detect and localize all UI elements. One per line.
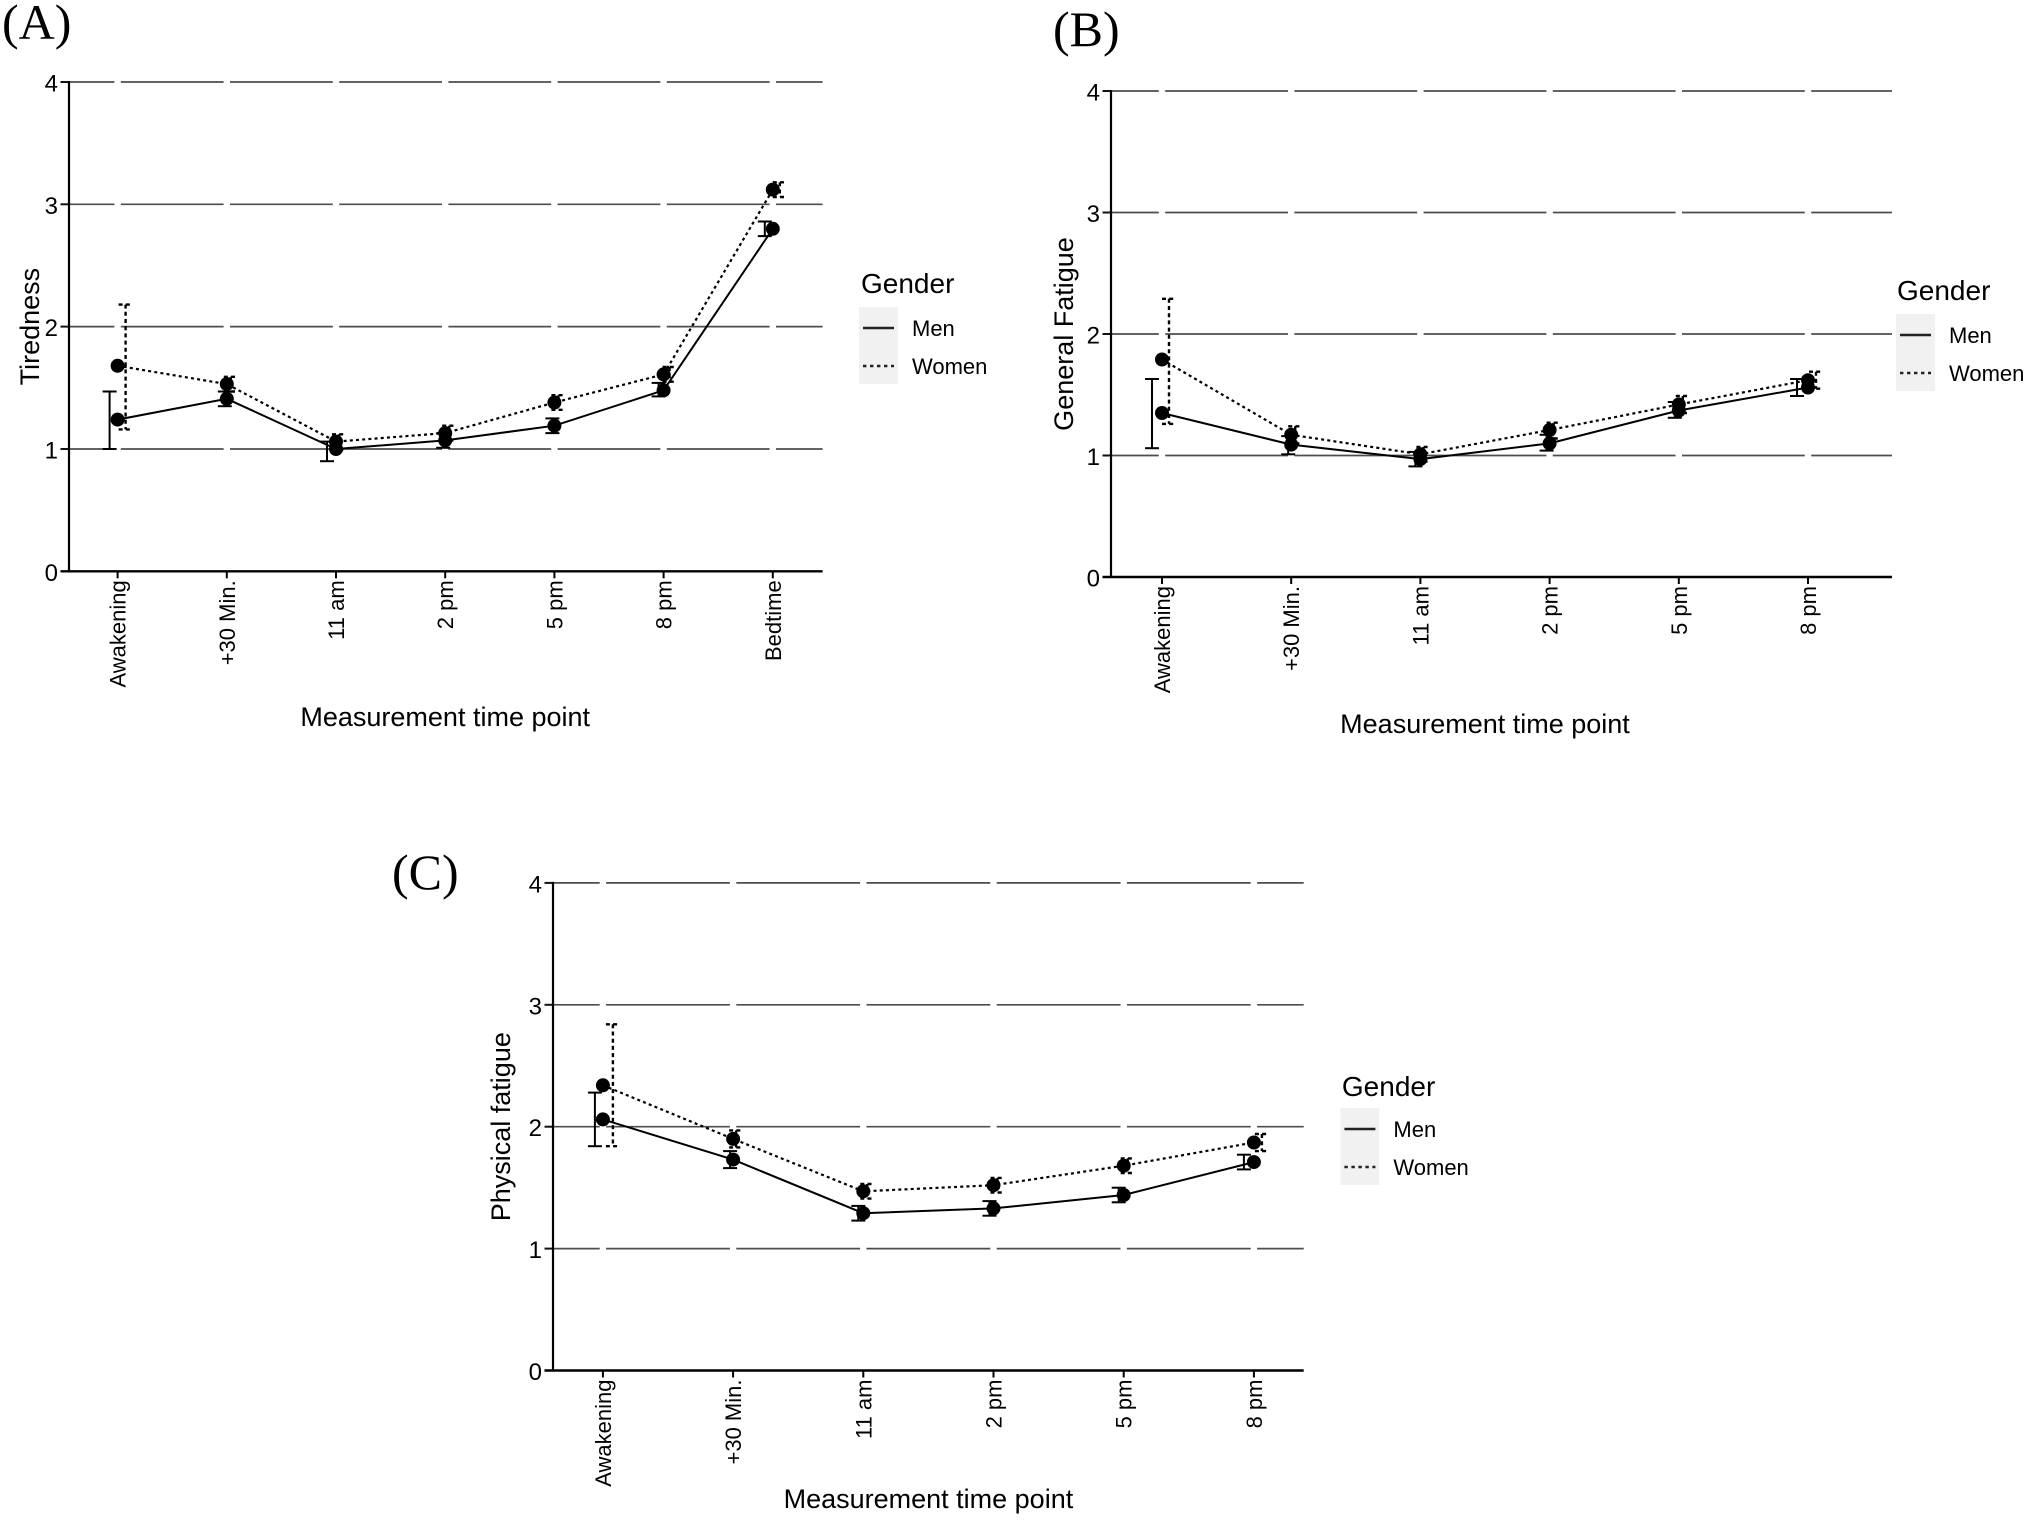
svg-text:Women: Women [912, 354, 987, 379]
svg-text:+30 Min.: +30 Min. [215, 580, 240, 665]
svg-text:1: 1 [529, 1237, 542, 1264]
svg-text:2: 2 [45, 315, 58, 342]
svg-text:Tiredness: Tiredness [15, 268, 45, 386]
svg-text:3: 3 [1087, 201, 1100, 228]
svg-text:8 pm: 8 pm [652, 580, 677, 629]
svg-text:0: 0 [45, 560, 58, 587]
svg-text:Gender: Gender [1342, 1071, 1435, 1102]
svg-text:(B): (B) [1053, 1, 1120, 57]
svg-text:Measurement time point: Measurement time point [784, 1484, 1074, 1514]
svg-text:Bedtime: Bedtime [761, 580, 786, 661]
svg-text:2 pm: 2 pm [1538, 586, 1563, 635]
svg-text:(A): (A) [2, 0, 71, 50]
svg-text:2 pm: 2 pm [982, 1380, 1007, 1429]
svg-text:3: 3 [45, 193, 58, 220]
svg-text:8 pm: 8 pm [1796, 586, 1821, 635]
svg-text:11 am: 11 am [324, 580, 349, 640]
svg-text:5 pm: 5 pm [542, 580, 567, 629]
svg-text:11 am: 11 am [851, 1380, 876, 1440]
svg-text:Women: Women [1393, 1155, 1468, 1180]
svg-text:Awakening: Awakening [591, 1380, 616, 1487]
svg-text:0: 0 [1087, 566, 1100, 593]
svg-text:11 am: 11 am [1408, 586, 1433, 646]
svg-text:2: 2 [1087, 323, 1100, 350]
svg-text:4: 4 [529, 871, 542, 898]
svg-text:Physical fatigue: Physical fatigue [486, 1032, 516, 1221]
svg-text:2: 2 [529, 1115, 542, 1142]
svg-text:Gender: Gender [1897, 275, 1990, 306]
svg-text:4: 4 [1087, 80, 1100, 107]
svg-text:1: 1 [1087, 444, 1100, 471]
svg-text:Women: Women [1949, 361, 2024, 386]
svg-text:+30 Min.: +30 Min. [1279, 586, 1304, 671]
svg-text:5 pm: 5 pm [1112, 1380, 1137, 1429]
svg-text:Measurement time point: Measurement time point [1340, 709, 1630, 739]
svg-text:5 pm: 5 pm [1667, 586, 1692, 635]
svg-text:Men: Men [912, 316, 955, 341]
svg-text:1: 1 [45, 438, 58, 465]
svg-text:Men: Men [1949, 323, 1992, 348]
svg-text:2 pm: 2 pm [433, 580, 458, 629]
svg-text:Awakening: Awakening [106, 580, 131, 687]
svg-text:Gender: Gender [861, 268, 954, 299]
svg-text:Awakening: Awakening [1150, 586, 1175, 693]
svg-text:4: 4 [45, 71, 58, 98]
svg-text:(C): (C) [392, 844, 459, 900]
svg-text:3: 3 [529, 993, 542, 1020]
svg-text:8 pm: 8 pm [1242, 1380, 1267, 1429]
svg-text:+30 Min.: +30 Min. [721, 1380, 746, 1465]
svg-text:0: 0 [529, 1359, 542, 1386]
svg-text:General Fatigue: General Fatigue [1049, 237, 1079, 431]
svg-text:Measurement time point: Measurement time point [300, 702, 590, 732]
svg-text:Men: Men [1393, 1117, 1436, 1142]
